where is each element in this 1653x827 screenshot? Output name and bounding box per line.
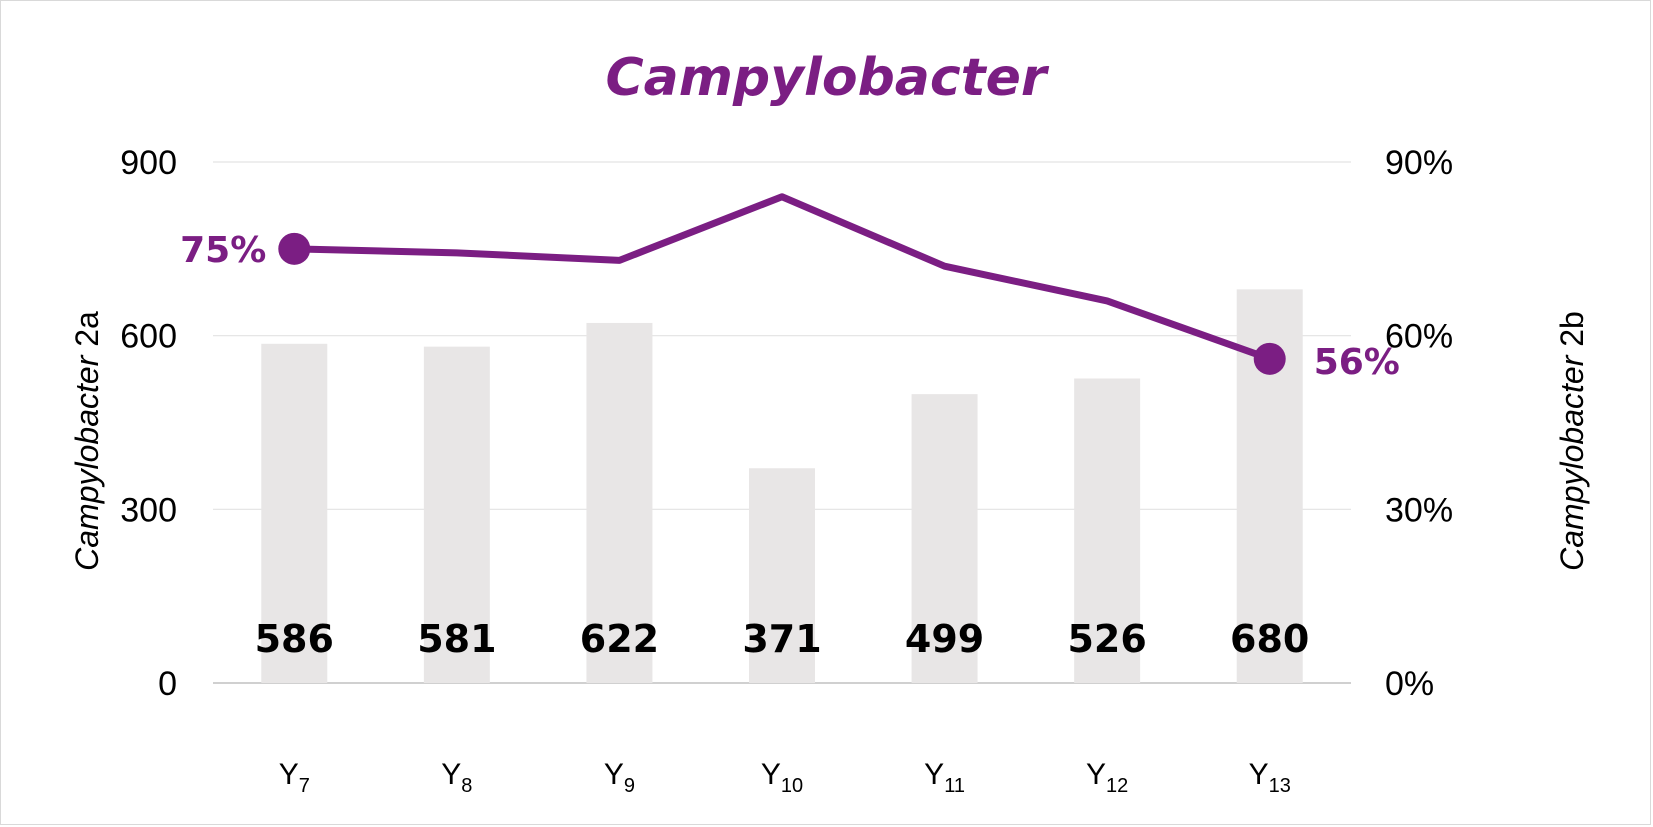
chart-title: Campylobacter (605, 48, 1049, 108)
left-axis-title-italic: Campylobacter (69, 354, 105, 571)
left-axis-title: Campylobacter 2a (69, 311, 105, 571)
right-axis-title-italic: Campylobacter (1554, 354, 1590, 571)
left-tick-label: 300 (120, 491, 177, 529)
left-axis-title-rest: 2a (69, 311, 105, 356)
x-category-label: Y12 (1086, 758, 1128, 797)
bar-value-label: 622 (580, 617, 659, 661)
bar (1074, 378, 1141, 683)
bar (423, 346, 490, 683)
right-tick-label: 60% (1385, 318, 1453, 356)
bar-value-label: 581 (417, 617, 496, 661)
left-tick-label: 900 (120, 144, 177, 182)
x-category-label: Y10 (761, 758, 803, 797)
right-tick-label: 90% (1385, 144, 1453, 182)
x-category-label: Y9 (604, 758, 635, 797)
bar (749, 468, 815, 683)
x-category-label: Y8 (441, 758, 472, 797)
bar-data-labels: 586 581 622 371 499 526 680 (255, 617, 1310, 661)
left-tick-label: 0 (158, 665, 177, 703)
line-end-label: 56% (1314, 342, 1400, 383)
right-axis-title-rest: 2b (1554, 311, 1590, 355)
x-category-label: Y11 (924, 758, 965, 797)
x-category-label: Y13 (1249, 758, 1291, 797)
left-tick-label: 600 (120, 318, 177, 356)
bar-value-label: 526 (1067, 617, 1146, 661)
bar (911, 394, 978, 683)
bar-value-label: 499 (905, 617, 984, 661)
bar-value-label: 680 (1230, 617, 1309, 661)
line-path (290, 193, 1274, 363)
right-axis-ticks: 0% 30% 60% 90% (1385, 144, 1453, 703)
x-axis-categories: Y7 Y8 Y9 Y10 Y11 Y12 Y13 (279, 758, 1291, 797)
x-category-label: Y7 (279, 758, 310, 797)
bar-value-label: 371 (742, 617, 821, 661)
line-series: 75% 56% (180, 193, 1400, 383)
line-start-marker (278, 232, 311, 265)
bar-series (261, 289, 1303, 683)
right-tick-label: 30% (1385, 491, 1453, 529)
bar (261, 343, 328, 683)
right-axis-title: Campylobacter 2b (1554, 311, 1590, 571)
left-axis-ticks: 0 300 600 900 (120, 144, 177, 703)
bar (586, 322, 653, 683)
line-start-label: 75% (180, 230, 266, 271)
right-tick-label: 0% (1385, 665, 1434, 703)
line-end-marker (1253, 342, 1286, 375)
bar-value-label: 586 (255, 617, 334, 661)
